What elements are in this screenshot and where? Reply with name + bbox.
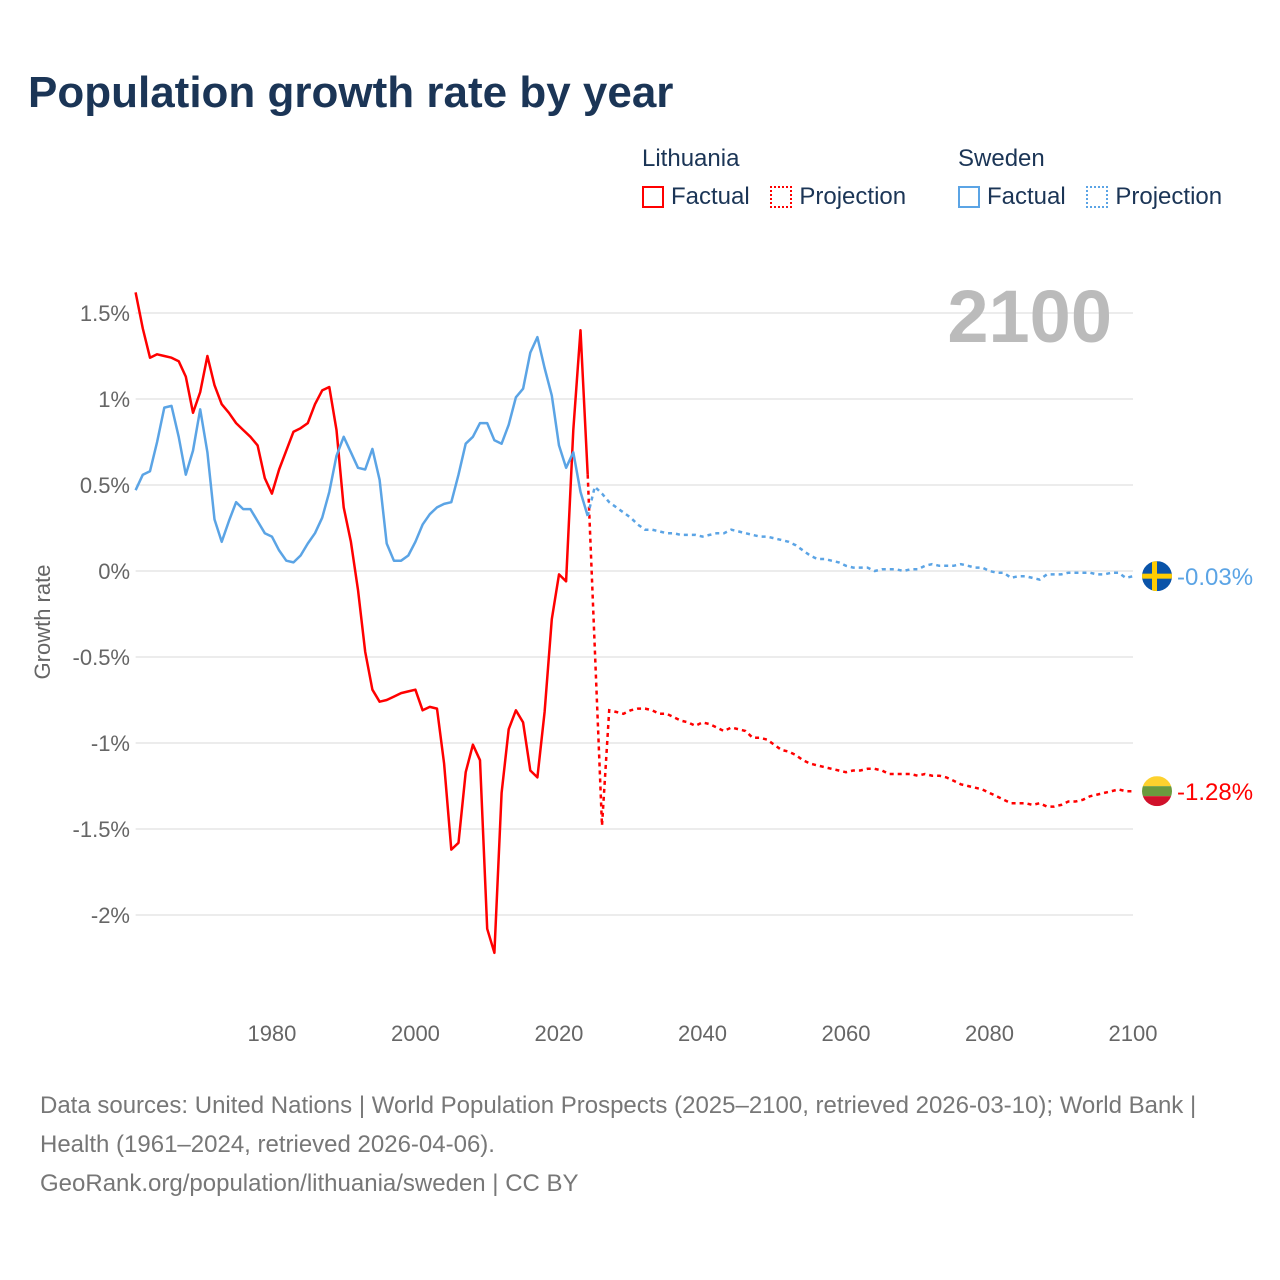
flag-stripe-green (1142, 786, 1172, 797)
legend-sweden: Sweden Factual Projection (958, 145, 1222, 215)
page-title: Population growth rate by year (28, 68, 674, 117)
lithuania-projection-line (586, 474, 1133, 826)
sweden-factual-line (134, 335, 589, 564)
dotted-swatch-icon (770, 186, 793, 208)
legend-label: Factual (987, 183, 1066, 210)
x-tick-label: 2100 (1109, 1021, 1158, 1046)
legend-title: Lithuania (642, 145, 740, 172)
y-axis-label: Growth rate (30, 565, 55, 680)
y-tick-label: 0% (98, 559, 130, 584)
y-tick-label: -1.5% (73, 817, 130, 842)
legend-sweden-factual[interactable]: Factual (958, 183, 1066, 211)
y-tick-label: -1% (91, 731, 130, 756)
x-tick-label: 2040 (678, 1021, 727, 1046)
sweden-end-label: -0.03% (1177, 564, 1253, 591)
lithuania-flag-icon (1142, 776, 1172, 807)
legend-lithuania: Lithuania Factual Projection (642, 145, 920, 215)
data-sources: Data sources: United Nations | World Pop… (40, 1092, 1197, 1158)
footer: Data sources: United Nations | World Pop… (40, 1086, 1240, 1203)
flag-body (1142, 776, 1172, 807)
solid-swatch-icon (642, 186, 664, 208)
legend-lithuania-factual[interactable]: Factual (642, 183, 750, 211)
flag-body (1142, 561, 1172, 592)
legend-sweden-projection[interactable]: Projection (1086, 183, 1222, 211)
legend-label: Projection (1115, 183, 1223, 210)
x-tick-label: 2000 (391, 1021, 440, 1046)
y-tick-label: -0.5% (73, 645, 130, 670)
y-tick-label: -2% (91, 903, 130, 928)
x-tick-label: 2060 (822, 1021, 871, 1046)
legend-label: Factual (671, 183, 750, 210)
legend-lithuania-projection[interactable]: Projection (770, 183, 906, 211)
dotted-swatch-icon (1086, 186, 1109, 208)
credit-link[interactable]: GeoRank.org/population/lithuania/sweden … (40, 1170, 579, 1197)
x-tick-label: 2080 (965, 1021, 1014, 1046)
sweden-flag-icon (1142, 561, 1172, 592)
x-tick-label: 1980 (247, 1021, 296, 1046)
current-year-label: 2100 (947, 275, 1112, 358)
y-tick-label: 1% (98, 387, 130, 412)
legend-title: Sweden (958, 145, 1045, 172)
x-tick-label: 2020 (534, 1021, 583, 1046)
flag-stripe-red (1142, 796, 1172, 807)
lithuania-factual-line (134, 292, 589, 955)
sweden-projection-line (586, 484, 1134, 581)
y-tick-label: 0.5% (80, 473, 130, 498)
y-tick-label: 1.5% (80, 301, 130, 326)
legend-label: Projection (799, 183, 907, 210)
flag-stripe-yellow (1142, 776, 1172, 787)
flag-cross-v (1152, 561, 1157, 592)
solid-swatch-icon (958, 186, 980, 208)
lithuania-end-label: -1.28% (1177, 779, 1253, 806)
